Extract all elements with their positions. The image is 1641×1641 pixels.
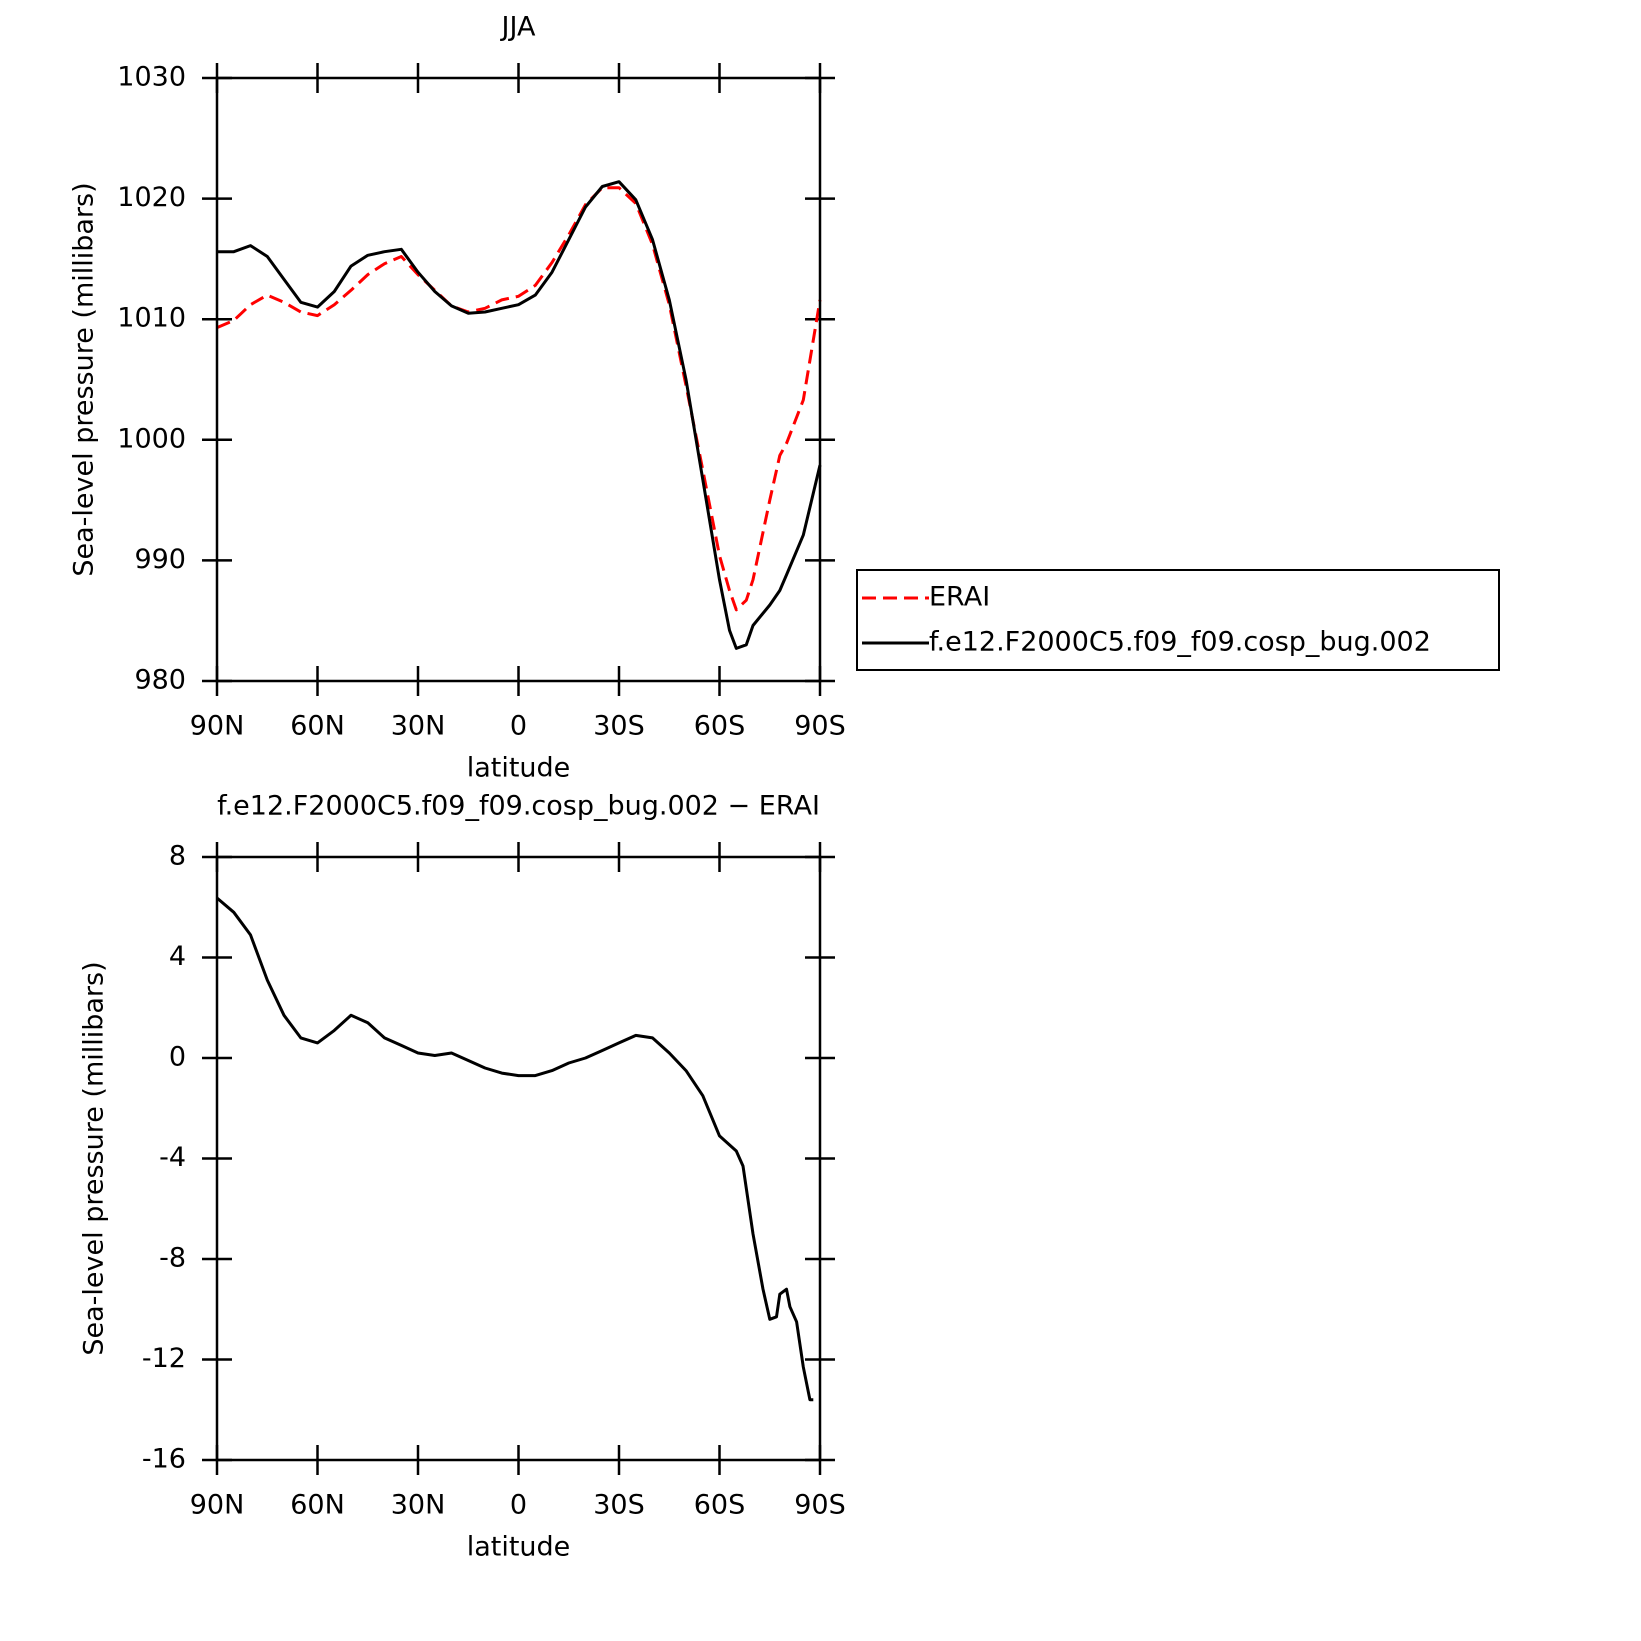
legend-box [856,569,1500,671]
y-tick-label: -16 [142,1444,186,1475]
x-tick-label: 90S [794,711,846,742]
y-tick-label: 1020 [117,182,186,213]
x-tick-label: 60S [694,1490,746,1521]
x-tick-label: 90N [190,711,245,742]
x-tick-label: 30N [391,711,446,742]
y-tick-label: 990 [134,544,186,575]
y-tick-label: 8 [169,841,186,872]
x-tick-label: 0 [510,711,527,742]
x-tick-label: 0 [510,1490,527,1521]
y-tick-label: 1010 [117,303,186,334]
x-axis-label: latitude [467,1532,571,1563]
y-tick-label: -12 [142,1343,186,1374]
y-axis-label: Sea-level pressure (millibars) [79,961,110,1355]
x-tick-label: 30N [391,1490,446,1521]
x-tick-label: 60S [694,711,746,742]
data-line [217,180,822,650]
y-tick-label: 1030 [117,62,186,93]
x-axis-label: latitude [467,753,571,784]
data-line [216,896,814,1402]
legend-label: ERAI [929,582,990,613]
y-tick-label: 0 [169,1042,186,1073]
y-tick-label: 1000 [117,423,186,454]
data-line [216,186,822,612]
x-tick-label: 60N [290,711,345,742]
x-tick-label: 90S [794,1490,846,1521]
y-tick-label: 4 [169,941,186,972]
x-tick-label: 90N [190,1490,245,1521]
y-axis-label: Sea-level pressure (millibars) [69,182,100,576]
x-tick-label: 30S [593,711,645,742]
y-tick-label: -8 [159,1243,186,1274]
x-tick-label: 30S [593,1490,645,1521]
chart-title: f.e12.F2000C5.f09_f09.cosp_bug.002 − ERA… [217,791,820,822]
plot-frame [215,855,822,1462]
y-tick-label: 980 [134,665,186,696]
legend-label: f.e12.F2000C5.f09_f09.cosp_bug.002 [929,627,1431,658]
y-tick-label: -4 [159,1142,186,1173]
x-tick-label: 60N [290,1490,345,1521]
plot-frame [215,76,822,683]
chart-title: JJA [500,12,536,43]
